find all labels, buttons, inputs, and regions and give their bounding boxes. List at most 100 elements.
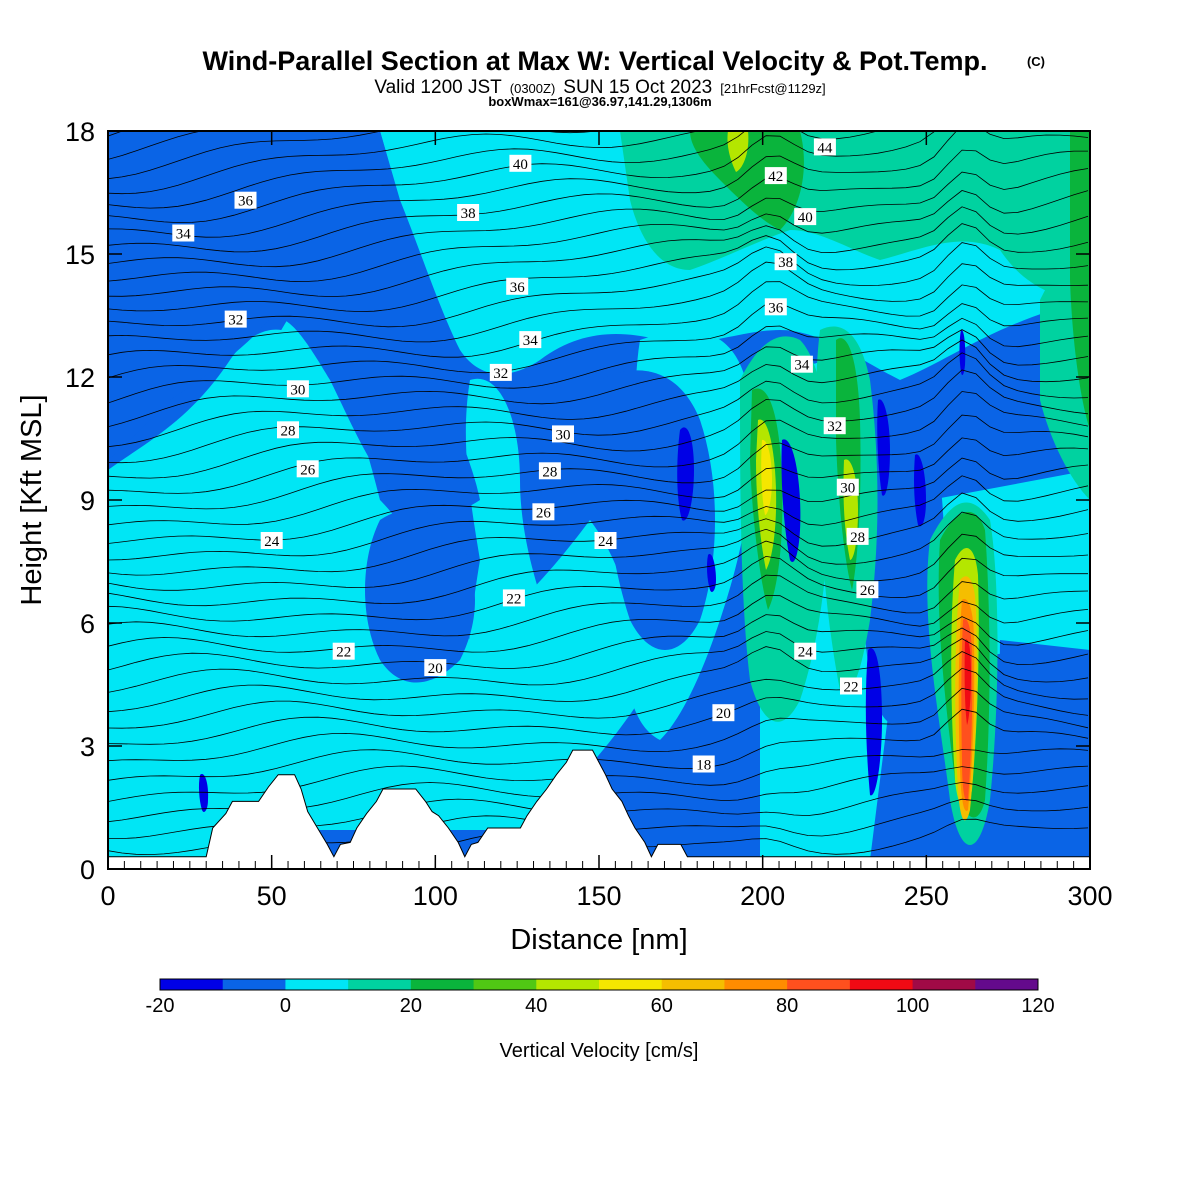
w-region [706,554,716,592]
theta-label-box [538,462,561,480]
w-region [677,427,694,521]
theta-label: 28 [846,527,869,546]
theta-line [108,391,1089,494]
copyright-mark: (C) [1027,54,1045,69]
theta-label-box [489,363,512,381]
theta-label-text: 22 [506,591,521,607]
theta-label: 34 [519,331,542,349]
theta-label-box [794,642,817,660]
w-region [914,454,926,527]
theta-label-text: 24 [798,645,814,661]
theta-label-text: 30 [840,481,855,497]
theta-label-text: 36 [510,280,526,296]
y-tick-label: 15 [65,240,95,270]
theta-label-box [277,421,299,439]
theta-label-box [823,417,846,435]
theta-line [108,190,1089,283]
theta-line [108,651,1089,729]
theta-line [108,261,1089,343]
theta-label-text: 28 [281,423,296,439]
theta-label: 32 [823,417,846,435]
theta-label: 40 [794,208,817,226]
theta-label-text: 20 [716,706,731,722]
colorbar: -20 0 20 40 60 80 100 120 [146,978,1055,1017]
theta-label-box [332,642,355,660]
colorbar-segment [724,979,788,990]
theta-label: 44 [813,138,836,156]
colorbar-segment [410,979,475,990]
theta-label-box [296,460,319,478]
theta-label-text: 26 [300,462,316,478]
chart-subtitle: Valid 1200 JST (0300Z) SUN 15 Oct 2023 [… [374,77,825,98]
theta-line [108,437,1089,526]
theta-line [108,149,1088,253]
theta-line [108,242,1089,328]
colorbar-segment [975,979,1039,990]
theta-label-box [794,208,817,226]
theta-label: 20 [712,704,735,722]
colorbar-label: Vertical Velocity [cm/s] [500,1040,699,1062]
theta-label-box [519,331,542,349]
colorbar-tick-label: 100 [896,995,929,1017]
boxwmax-info: boxWmax=161@36.97,141.29,1306m [488,94,711,109]
theta-line [108,131,1089,238]
w-region [108,131,480,515]
theta-line [108,511,1089,591]
theta-line [108,131,880,209]
colorbar-segment [912,979,976,990]
theta-label: 42 [764,167,787,185]
theta-label-text: 36 [238,194,254,210]
theta-label-text: 36 [768,300,784,316]
theta-label-text: 26 [860,583,876,599]
theta-label-box [774,253,797,271]
theta-line [108,168,1089,268]
colorbar-segment [160,979,224,990]
x-tick-label: 300 [1067,881,1112,911]
valid-prefix: Valid 1200 JST [374,77,502,98]
theta-line [108,206,1089,298]
theta-label: 36 [506,277,529,296]
theta-line [108,302,1089,379]
theta-label-text: 40 [513,157,528,173]
theta-line [108,369,1089,479]
theta-label: 24 [794,642,817,661]
theta-label-box [286,380,309,398]
colorbar-tick-label: -20 [146,995,175,1017]
valid-date: SUN 15 Oct 2023 [563,77,712,98]
plot-area: 36 34 32 30 28 26 24 22 20 40 38 36 34 32 30 28 26 24 22 20… [108,131,1090,869]
theta-label-box [594,532,617,549]
colorbar-segment [599,979,663,990]
theta-label-box [502,589,525,607]
w-region [690,131,804,230]
theta-line [108,475,1089,561]
y-tick-label: 18 [65,117,95,147]
theta-label-text: 24 [598,534,614,550]
theta-label: 38 [457,204,480,222]
theta-label-text: 34 [794,358,810,374]
theta-label: 26 [532,503,555,521]
colorbar-tick-label: 120 [1021,995,1054,1017]
theta-label-text: 26 [536,505,552,521]
theta-label: 28 [538,462,561,480]
theta-label-box [840,677,862,695]
theta-label-box [234,191,257,209]
x-tick-label: 100 [413,881,458,911]
theta-label: 22 [332,642,355,661]
colorbar-segment [849,979,914,990]
y-axis-label: Height [Kft MSL] [16,394,48,605]
theta-label-box [764,298,787,316]
theta-label-text: 32 [827,419,842,435]
theta-label: 30 [836,478,859,497]
colorbar-tick-label: 0 [280,995,291,1017]
colorbar-segment [473,979,537,990]
vertical-velocity-field [108,131,1090,860]
theta-label-text: 28 [542,464,557,480]
colorbar-segment [787,979,851,990]
x-tick-label: 0 [100,881,115,911]
theta-label-text: 44 [817,140,833,156]
theta-label-box [856,581,879,599]
w-region [108,329,300,640]
theta-label-box [692,755,715,773]
theta-label: 26 [296,460,319,478]
